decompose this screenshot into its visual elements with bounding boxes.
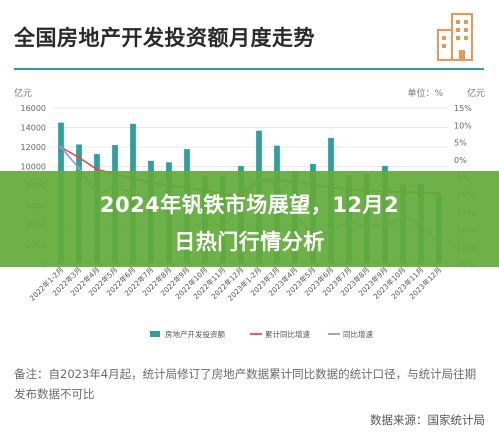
legend-label: 累计同比增速 <box>265 329 310 339</box>
right-tick-label: 10% <box>454 121 472 130</box>
right-tick-label: 15% <box>454 104 472 113</box>
yoy-growth-line-point <box>77 166 81 170</box>
chart-title: 全国房地产开发投资额月度走势 <box>14 26 315 50</box>
headline-line-1: 2024年钒铁市场展望，12月2 <box>99 193 400 217</box>
data-source: 数据来源：国家统计局 <box>370 413 485 427</box>
legend-label: 同比增速 <box>343 329 373 339</box>
yoy-growth-line-point <box>59 145 63 149</box>
headline-line-2: 日热门行情分析 <box>174 230 325 254</box>
right-tick-label: 5% <box>454 139 467 148</box>
title-rule <box>14 68 484 70</box>
cumulative-growth-line-point <box>95 167 99 171</box>
headline-banner <box>0 171 499 267</box>
right-axis-unit: 单位：% <box>407 89 443 99</box>
building-logo-icon <box>437 13 473 61</box>
legend-label: 房地产开发投资额 <box>165 329 225 339</box>
left-tick-label: 10000 <box>21 163 46 172</box>
left-axis-unit: 亿元 <box>14 89 33 99</box>
right-axis-unit-2: 亿元 <box>466 89 485 99</box>
left-tick-label: 12000 <box>21 143 46 152</box>
cumulative-growth-line-point <box>77 155 81 160</box>
left-tick-label: 14000 <box>21 124 46 133</box>
legend-swatch <box>150 331 160 337</box>
left-tick-label: 16000 <box>21 104 46 113</box>
footnote: 备注：自2023年4月起，统计局修订了房地产数据累计同比数据的统计口径，与统计局… <box>14 367 477 401</box>
right-tick-label: 0% <box>454 156 467 165</box>
